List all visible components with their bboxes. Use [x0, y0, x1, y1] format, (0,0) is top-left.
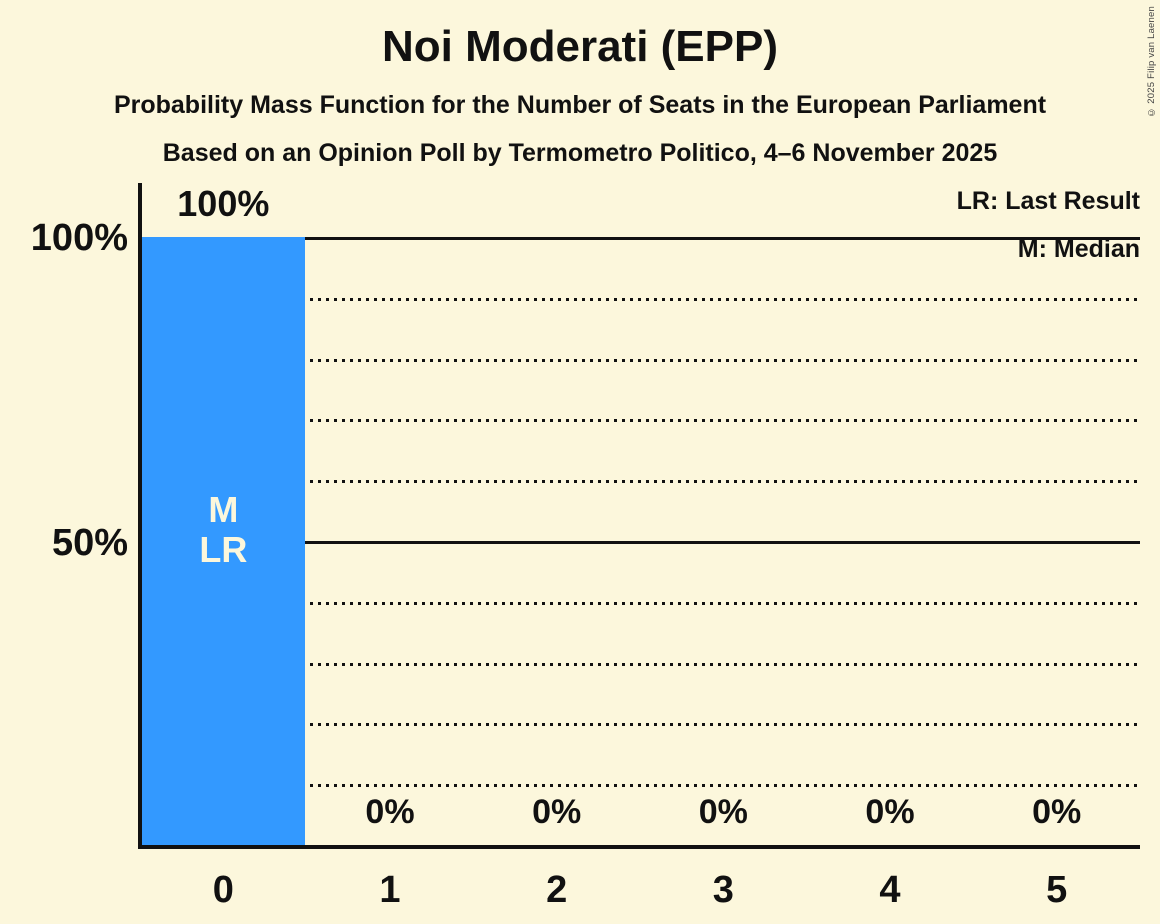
dotted-gridline-70 [142, 419, 1140, 422]
bar-annotation-median-lastresult: M LR [140, 490, 307, 569]
y-axis-label-100: 100% [30, 217, 128, 259]
value-label-5: 0% [1032, 793, 1082, 831]
legend-median: M: Median [1017, 235, 1140, 263]
x-tick-label-2: 2 [546, 869, 568, 911]
y-axis-label-50: 50% [51, 522, 128, 564]
x-axis-line [138, 845, 1140, 849]
x-tick-label-0: 0 [212, 869, 234, 911]
x-tick-label-5: 5 [1046, 869, 1068, 911]
dotted-gridline-40 [142, 602, 1140, 605]
dotted-gridline-30 [142, 663, 1140, 666]
value-label-4: 0% [865, 793, 915, 831]
bar-annotation-line: M [208, 489, 239, 530]
value-label-3: 0% [698, 793, 748, 831]
dotted-gridline-90 [142, 298, 1140, 301]
bar-seats-0 [141, 237, 306, 846]
dotted-gridline-80 [142, 359, 1140, 362]
chart-subtitle: Probability Mass Function for the Number… [113, 91, 1047, 119]
x-tick-label-4: 4 [879, 869, 901, 911]
chart-title: Noi Moderati (EPP) [381, 22, 779, 71]
value-label-0: 100% [177, 183, 270, 224]
solid-gridline-50 [142, 541, 1140, 544]
bar-annotation-line: LR [199, 528, 248, 570]
dotted-gridline-10 [142, 784, 1140, 787]
chart-poll-source: Based on an Opinion Poll by Termometro P… [162, 139, 998, 167]
x-tick-label-1: 1 [379, 869, 401, 911]
solid-gridline-100 [142, 237, 1140, 240]
value-label-2: 0% [532, 793, 582, 831]
dotted-gridline-20 [142, 723, 1140, 726]
value-label-1: 0% [365, 793, 415, 831]
x-tick-label-3: 3 [712, 869, 734, 911]
y-axis-line [138, 183, 142, 849]
dotted-gridline-60 [142, 480, 1140, 483]
legend-last-result: LR: Last Result [956, 187, 1140, 215]
copyright-notice: © 2025 Filip van Laenen [1146, 6, 1157, 118]
